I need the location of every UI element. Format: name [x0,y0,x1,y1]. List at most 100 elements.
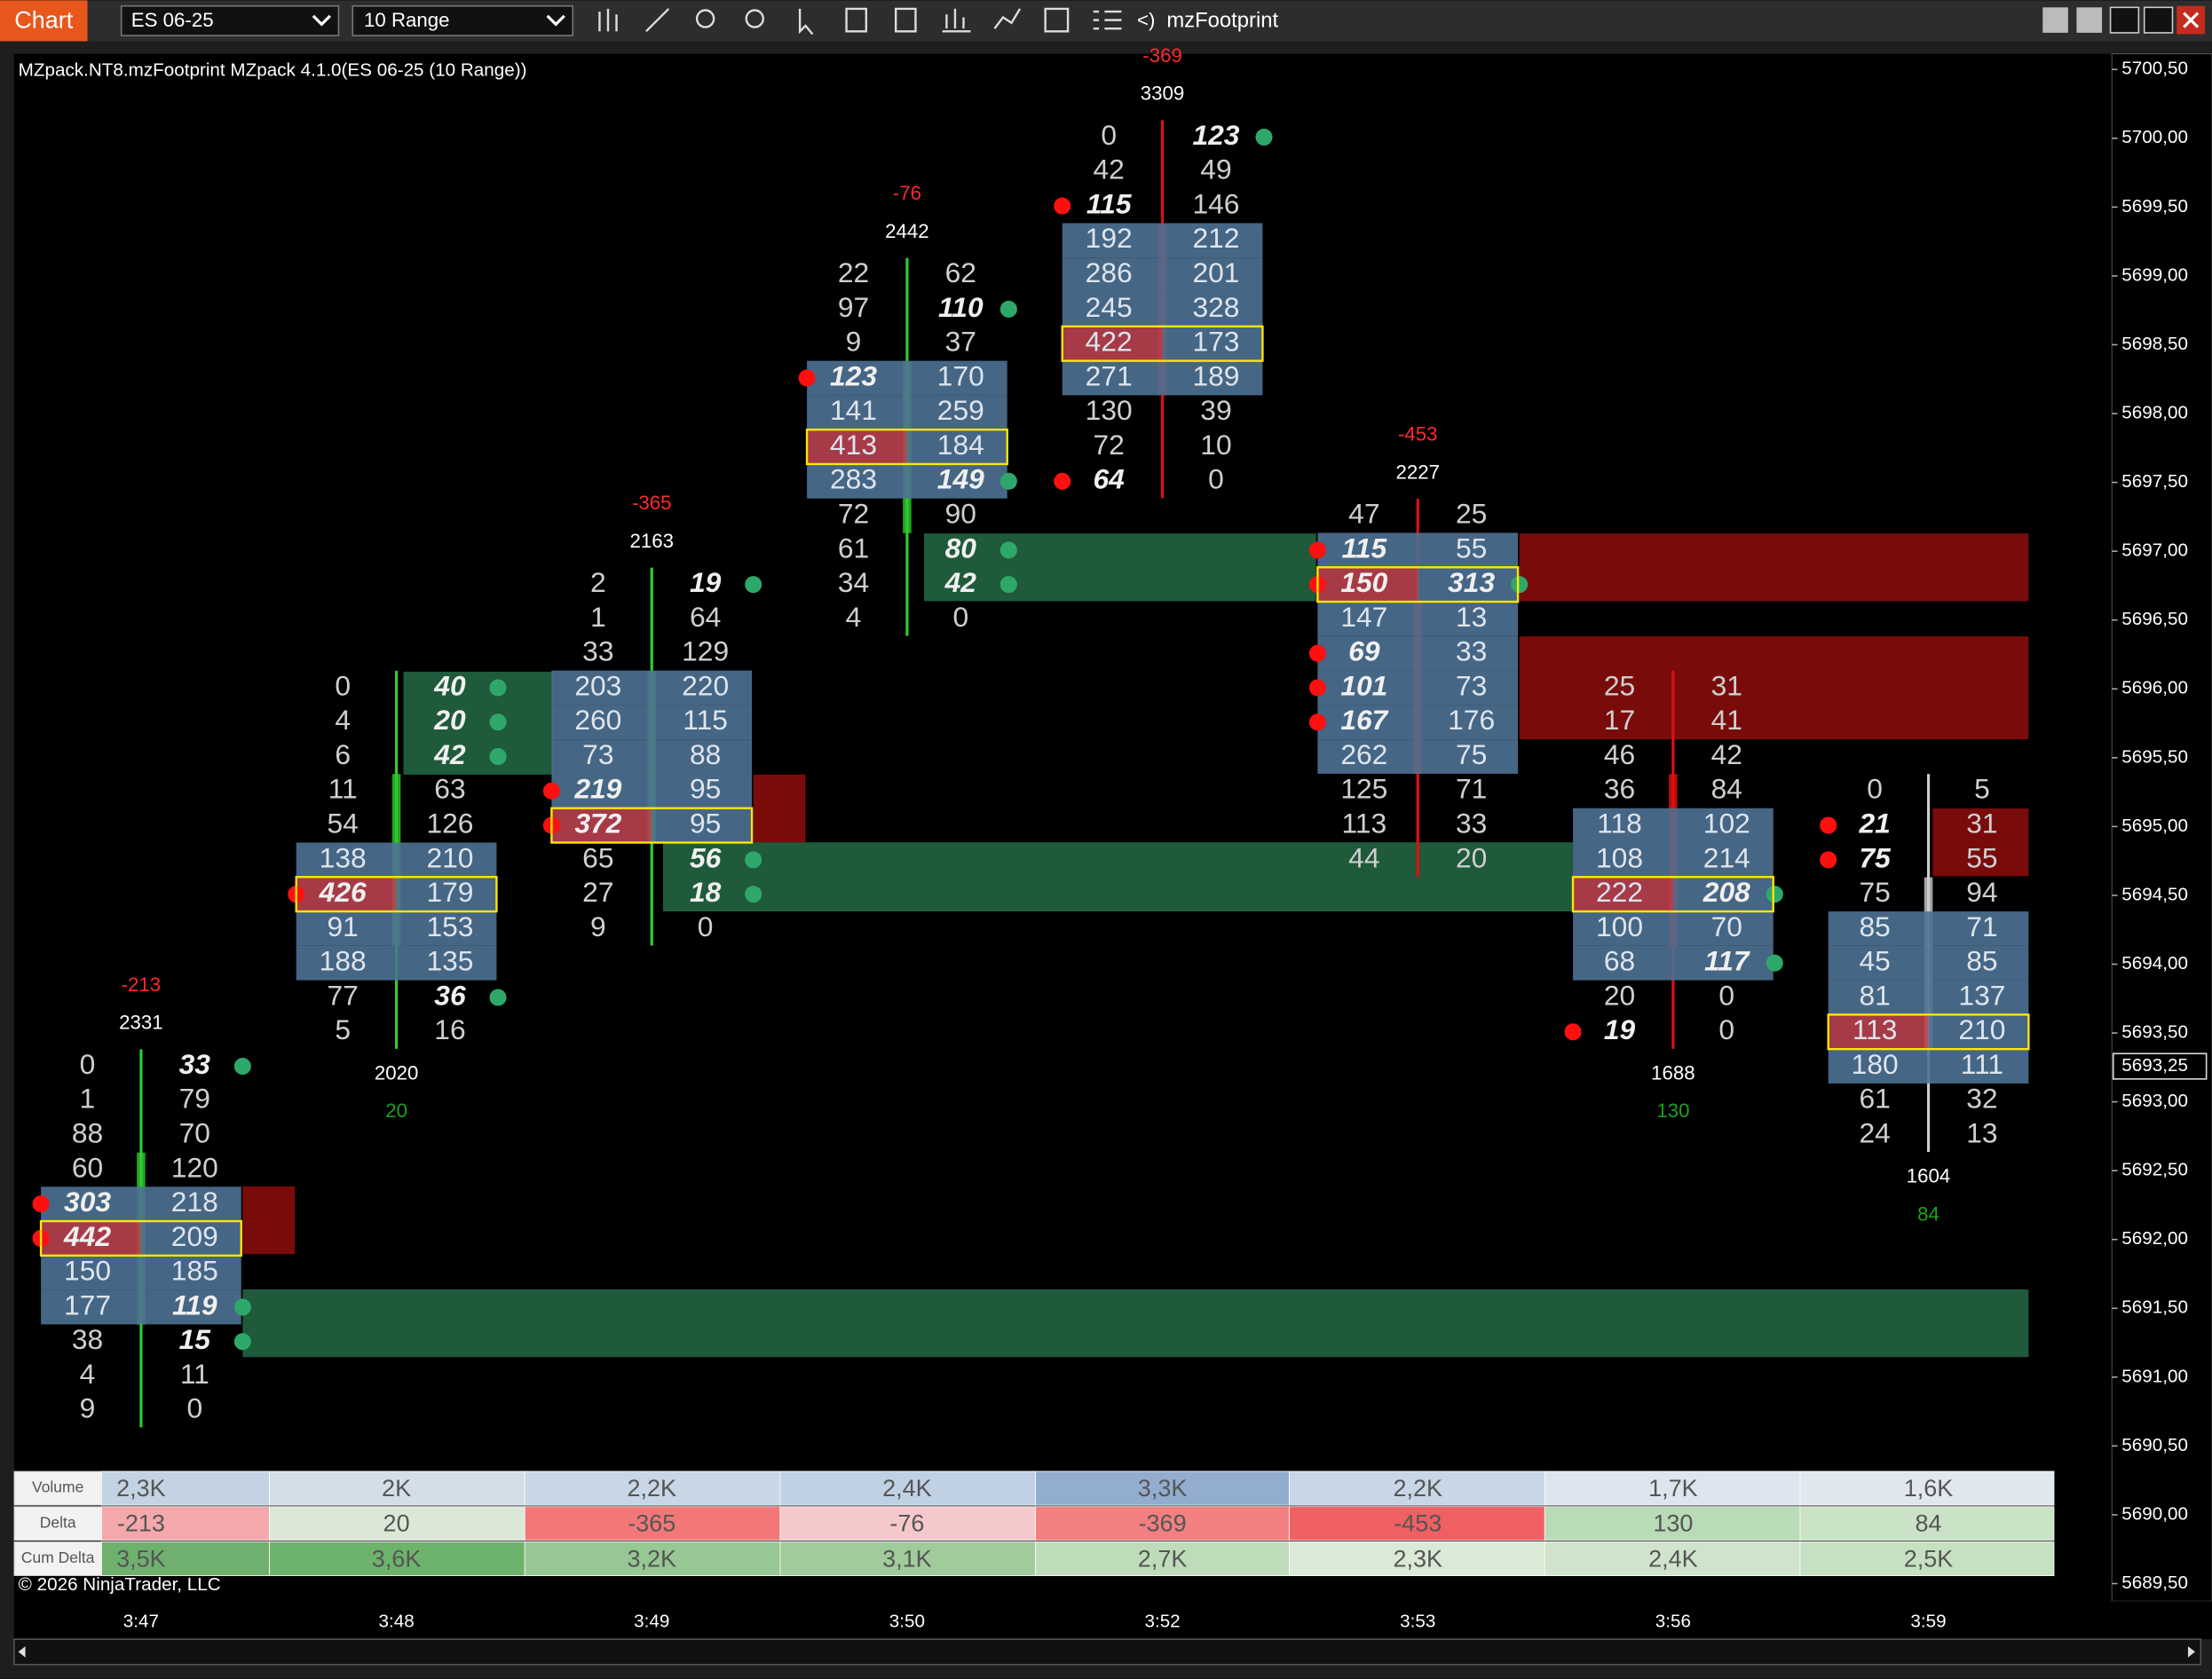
icon-draw[interactable] [645,8,670,33]
instrument-select[interactable] [120,4,340,36]
bid-volume: 2 [590,566,606,598]
bid-cell [1828,911,1929,946]
bar-delta: -365 [632,492,672,514]
bid-volume: 73 [582,738,613,770]
bid-volume: 113 [1853,1013,1898,1045]
icon-zoom-out[interactable] [745,9,764,28]
bid-volume: 303 [64,1186,111,1218]
bid-volume: 245 [1086,291,1133,323]
bid-cell [296,911,397,946]
scroll-right[interactable] [2187,1646,2195,1658]
zones [242,533,2029,1358]
minimize-button[interactable] [2109,6,2140,34]
poc-outline [1827,1013,2030,1051]
ask-volume: 70 [179,1117,210,1149]
bid-cell [1573,842,1673,878]
scrollbar[interactable] [13,1638,2202,1666]
bid-cell [807,463,907,499]
icon-properties[interactable] [895,7,917,33]
bid-cell [1317,670,1418,705]
ask-volume: 0 [952,601,968,633]
buy-imbalance-dot [1511,576,1529,594]
ask-cell [652,670,753,705]
bid-cell [1062,257,1163,293]
bid-volume: 20 [1604,979,1635,1011]
price-label: 5691,50 [2121,1297,2188,1318]
price-label: 5700,50 [2121,59,2188,79]
bid-volume: 81 [1859,979,1890,1011]
bid-volume: 413 [830,429,877,461]
icon-templates[interactable] [1044,7,1070,33]
bid-volume: 21 [1858,807,1890,839]
price-label: 5690,00 [2121,1503,2188,1524]
ask-volume: 201 [1192,256,1239,288]
bid-volume: 27 [582,876,613,908]
bid-cell [1317,739,1418,774]
window-button[interactable] [2076,7,2103,33]
ask-volume: 189 [1192,359,1239,391]
ask-volume: 71 [1456,773,1487,805]
ask-cell [1162,360,1263,396]
sell-imbalance-dot [542,782,560,800]
bid-volume: 260 [574,704,621,736]
bar-type-select[interactable] [352,4,574,36]
ask-volume: 115 [683,704,728,736]
icon-strategies[interactable] [993,8,1022,29]
icon-zoom-in[interactable] [695,9,715,28]
price-label: 5692,00 [2121,1228,2188,1249]
price-label: 5690,50 [2121,1435,2188,1455]
price-label: 5697,50 [2121,471,2188,492]
window-button[interactable] [2042,7,2068,33]
ask-volume: 70 [1711,910,1742,942]
bid-cell [1317,567,1418,603]
bid-volume: 4 [80,1358,96,1390]
icon-indicators[interactable] [942,8,971,33]
summary-value: 2,3K [1393,1545,1442,1572]
ask-cell [140,1186,241,1222]
summary-row-label: Cum Delta [21,1549,95,1566]
ask-volume: 55 [1966,841,1997,873]
app-tab[interactable] [0,0,88,42]
instrument: ES 06-25 [131,9,214,31]
bid-cell [1828,980,1929,1015]
icon-data-box[interactable] [845,7,868,33]
ask-volume: 13 [1456,601,1487,633]
bid-volume: 188 [320,945,367,977]
summary-cell [1544,1470,1801,1506]
icon-bars[interactable] [598,8,618,32]
ask-volume: 79 [179,1083,210,1115]
summary-value: 2,7K [1138,1545,1188,1572]
bar-volume: 2442 [885,220,929,242]
bid-volume: 147 [1340,601,1387,633]
summary-cell [1289,1470,1545,1506]
ask-volume: 33 [1456,635,1487,667]
summary-row-label: Delta [40,1513,76,1531]
ask-cell [1928,1014,2029,1050]
price-label: 5698,50 [2121,334,2188,354]
ask-cell [652,773,753,808]
summary-value: -369 [1139,1510,1187,1537]
ask-volume: 210 [426,841,473,873]
ask-cell [1928,911,2029,946]
ask-volume: 220 [682,669,729,701]
buy-imbalance-dot [233,1298,251,1316]
ask-cell [1672,877,1774,912]
price-label: 5696,00 [2121,678,2188,698]
ask-volume: 84 [1711,773,1742,805]
bid-volume: 11 [328,773,358,805]
maximize-button[interactable] [2143,6,2174,34]
ask-volume: 20 [433,704,466,736]
bid-cell [41,1221,141,1256]
ask-volume: 208 [1702,876,1750,908]
bar-volume: 1688 [1651,1061,1695,1084]
icon-pointer[interactable] [798,8,814,35]
bid-volume: 24 [1859,1117,1890,1149]
ask-volume: 328 [1192,291,1239,323]
icon-list[interactable] [1093,10,1122,30]
summary-value: 84 [1916,1510,1942,1537]
summary-value: 1,7K [1648,1475,1698,1502]
summary-header-cell [13,1541,102,1577]
time-label: 3:53 [1400,1612,1435,1632]
scroll-left[interactable] [18,1646,26,1658]
ask-cell [652,705,753,740]
